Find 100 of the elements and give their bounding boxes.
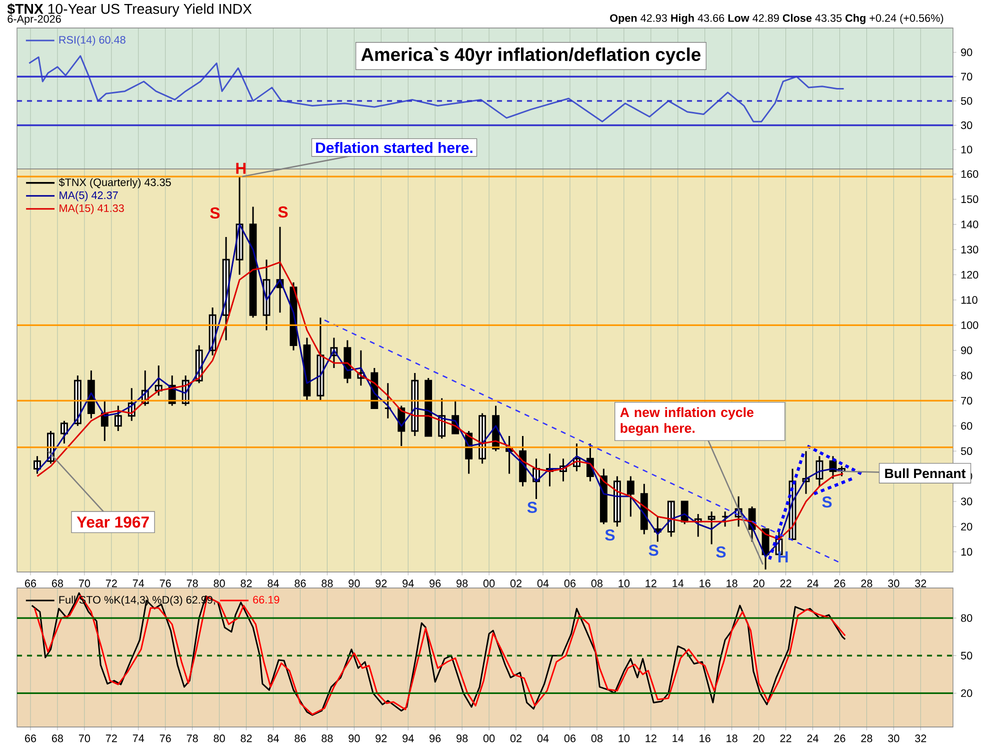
legend-label: 66.19 bbox=[253, 596, 280, 604]
y-tick-label: 70 bbox=[961, 72, 972, 80]
y-tick-label: 20 bbox=[961, 522, 972, 530]
annotation: Year 1967 bbox=[76, 516, 149, 528]
legend-label: $TNX (Quarterly) 43.35 bbox=[58, 178, 171, 188]
x-tick-label: 24 bbox=[807, 580, 818, 588]
x-tick-label: 76 bbox=[160, 734, 171, 742]
y-tick-label: 50 bbox=[961, 97, 972, 105]
y-tick-label: 100 bbox=[961, 321, 978, 329]
annotation: H bbox=[778, 551, 788, 562]
candlestick bbox=[708, 510, 716, 546]
annotation: S bbox=[210, 207, 220, 219]
x-tick-label: 26 bbox=[834, 734, 846, 742]
legend-label: MA(15) 41.33 bbox=[60, 204, 124, 214]
y-tick-label: 80 bbox=[961, 614, 972, 622]
x-tick-label: 14 bbox=[672, 580, 684, 587]
y-tick-label: 10 bbox=[961, 146, 972, 154]
candlestick bbox=[721, 510, 729, 528]
annotation: America`s 40yr inflation/deflation cycle bbox=[361, 47, 700, 65]
y-tick-label: 120 bbox=[961, 270, 978, 279]
x-tick-label: 84 bbox=[268, 580, 279, 588]
x-tick-label: 70 bbox=[78, 580, 90, 588]
x-tick-label: 02 bbox=[510, 734, 522, 742]
x-tick-label: 96 bbox=[430, 734, 441, 742]
x-tick-label: 08 bbox=[591, 734, 602, 742]
y-tick-label: 60 bbox=[961, 422, 972, 430]
x-tick-label: 08 bbox=[591, 580, 602, 588]
x-tick-label: 20 bbox=[753, 580, 764, 588]
chart-subtitle: 6-Apr-2026 bbox=[8, 15, 61, 25]
y-tick-label: 10 bbox=[961, 548, 972, 556]
y-tick-label: 50 bbox=[961, 447, 972, 455]
x-tick-label: 12 bbox=[646, 734, 656, 742]
y-tick-label: 110 bbox=[961, 296, 978, 304]
x-tick-label: 70 bbox=[78, 734, 90, 742]
x-tick-label: 80 bbox=[214, 734, 225, 742]
x-tick-label: 30 bbox=[888, 580, 900, 588]
candlestick bbox=[506, 435, 514, 475]
x-tick-label: 68 bbox=[52, 734, 64, 742]
x-tick-label: 02 bbox=[510, 580, 522, 588]
x-tick-label: 96 bbox=[430, 580, 441, 588]
y-tick-label: 70 bbox=[961, 396, 972, 405]
candlestick bbox=[154, 364, 162, 396]
x-tick-label: 80 bbox=[214, 580, 225, 588]
annotation: S bbox=[822, 496, 832, 508]
candlestick bbox=[60, 420, 68, 444]
x-tick-label: 68 bbox=[52, 580, 64, 588]
x-tick-label: 84 bbox=[268, 734, 279, 742]
x-tick-label: 66 bbox=[25, 580, 36, 588]
x-tick-label: 74 bbox=[132, 580, 144, 587]
x-tick-label: 26 bbox=[834, 580, 846, 588]
x-tick-label: 76 bbox=[160, 580, 171, 588]
x-tick-label: 86 bbox=[294, 580, 306, 588]
x-tick-label: 28 bbox=[861, 734, 872, 742]
x-tick-label: 16 bbox=[700, 734, 710, 742]
x-tick-label: 72 bbox=[106, 580, 117, 588]
legend-label: RSI(14) 60.48 bbox=[59, 36, 126, 46]
annotation: S bbox=[278, 206, 288, 218]
y-tick-label: 30 bbox=[960, 121, 972, 130]
x-tick-label: 92 bbox=[376, 734, 387, 742]
x-tick-label: 20 bbox=[753, 734, 764, 742]
annotation: S bbox=[605, 529, 615, 541]
x-tick-label: 86 bbox=[294, 734, 306, 742]
x-tick-label: 90 bbox=[348, 580, 360, 588]
x-tick-label: 18 bbox=[726, 580, 738, 588]
x-tick-label: 78 bbox=[186, 580, 198, 588]
x-tick-label: 10 bbox=[618, 580, 630, 588]
y-tick-label: 130 bbox=[961, 246, 978, 254]
x-tick-label: 32 bbox=[915, 580, 926, 588]
y-tick-label: 50 bbox=[961, 652, 972, 660]
annotation: Deflation started here. bbox=[316, 142, 472, 154]
x-tick-label: 98 bbox=[456, 580, 468, 588]
x-tick-label: 18 bbox=[726, 734, 738, 742]
candlestick bbox=[802, 450, 810, 495]
x-tick-label: 74 bbox=[132, 734, 144, 742]
candlestick bbox=[694, 513, 702, 538]
x-tick-label: 04 bbox=[537, 734, 549, 742]
y-tick-label: 90 bbox=[961, 346, 972, 354]
x-tick-label: 04 bbox=[537, 580, 549, 588]
candlestick bbox=[114, 405, 122, 432]
x-tick-label: 88 bbox=[322, 580, 333, 588]
y-tick-label: 90 bbox=[961, 48, 972, 56]
annotation: S bbox=[648, 544, 658, 556]
candlestick bbox=[626, 476, 634, 518]
candlestick bbox=[654, 516, 662, 543]
x-tick-label: 06 bbox=[564, 580, 576, 588]
annotation: S bbox=[527, 502, 537, 513]
x-tick-label: 32 bbox=[915, 734, 926, 742]
x-tick-label: 12 bbox=[646, 580, 656, 588]
annotation: Bull Pennant bbox=[885, 468, 966, 478]
annotation: A new inflation cycle began here. bbox=[620, 407, 754, 436]
y-tick-label: 140 bbox=[961, 220, 978, 228]
x-tick-label: 10 bbox=[618, 734, 630, 742]
x-tick-label: 92 bbox=[376, 580, 387, 588]
x-tick-label: 72 bbox=[106, 734, 117, 742]
x-tick-label: 28 bbox=[861, 580, 872, 588]
candlestick bbox=[236, 176, 244, 276]
y-tick-label: 160 bbox=[961, 170, 978, 178]
legend-label: MA(5) 42.37 bbox=[60, 191, 118, 202]
x-tick-label: 78 bbox=[186, 734, 198, 742]
candlestick bbox=[384, 382, 392, 420]
